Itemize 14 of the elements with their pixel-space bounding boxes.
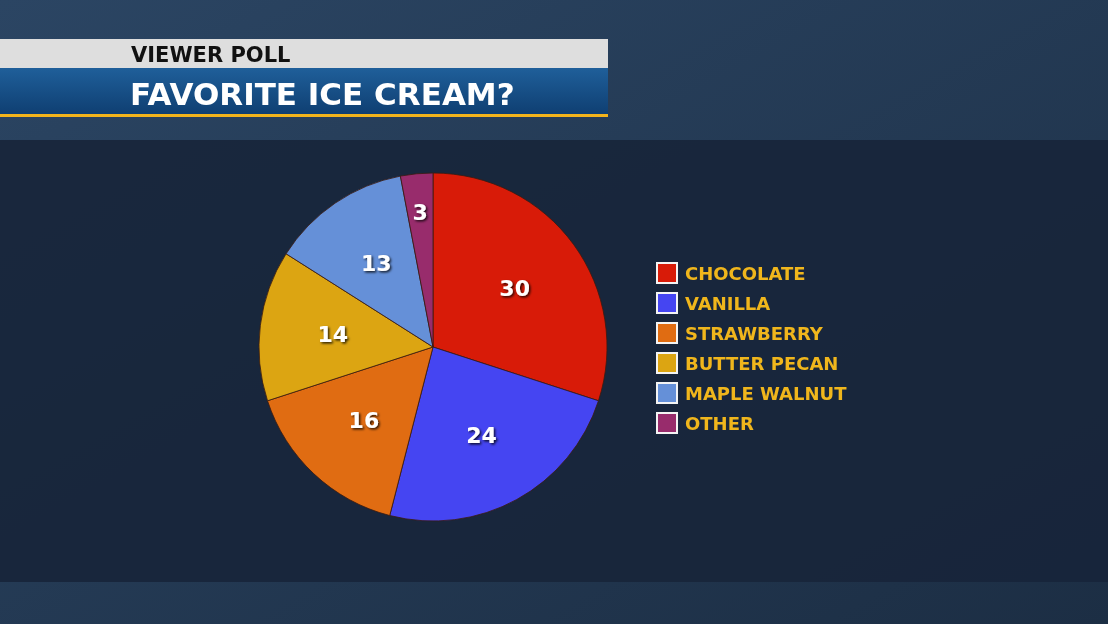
legend-label: MAPLE WALNUT (685, 383, 848, 404)
legend-label: CHOCOLATE (685, 263, 806, 284)
data-label: 16 (348, 408, 380, 434)
legend-label: VANILLA (685, 293, 771, 314)
legend-label: STRAWBERRY (685, 323, 824, 344)
data-label: 3 (412, 199, 428, 225)
chart-title: FAVORITE ICE CREAM? (130, 76, 515, 112)
data-label: 24 (466, 423, 497, 449)
data-label: 30 (499, 275, 530, 301)
data-label: 14 (317, 322, 349, 348)
legend-label: OTHER (685, 413, 754, 434)
legend-label: BUTTER PECAN (685, 353, 839, 374)
data-label: 13 (360, 251, 392, 277)
chart-subtitle: VIEWER POLL (131, 43, 291, 67)
